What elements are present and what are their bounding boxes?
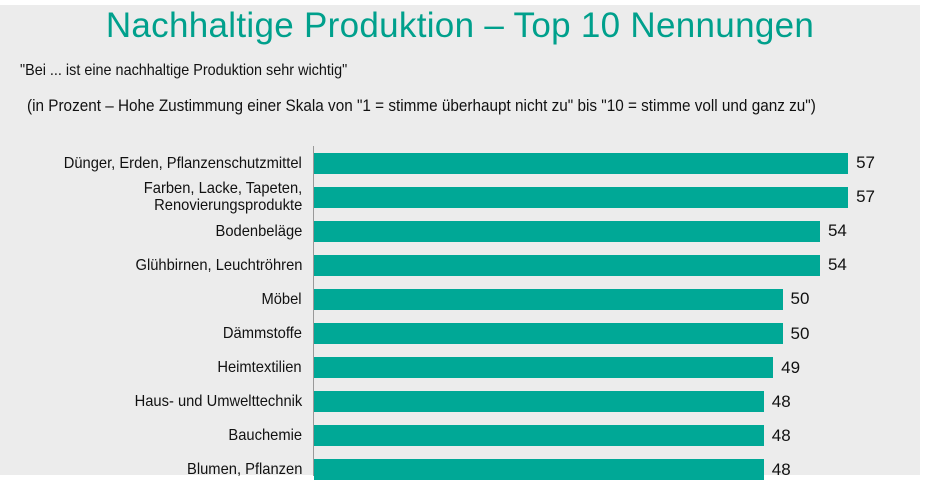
bar [314, 288, 783, 310]
bar [314, 357, 774, 379]
category-label: Dünger, Erden, Pflanzenschutzmittel [63, 154, 302, 172]
chart-subtitle: "Bei ... ist eine nachhaltige Produktion… [20, 62, 348, 79]
bar [314, 459, 764, 480]
category-label: Bauchemie [228, 427, 302, 445]
category-label: Heimtextilien [217, 359, 302, 377]
bar [314, 186, 849, 208]
bar [314, 391, 764, 413]
data-label: 48 [771, 391, 791, 411]
bar [314, 323, 783, 344]
data-label: 57 [856, 153, 875, 172]
bar [314, 152, 849, 174]
data-label: 48 [771, 459, 791, 479]
category-label: Glühbirnen, Leuchtröhren [135, 256, 302, 274]
category-label: Haus- und Umwelttechnik [134, 393, 302, 411]
chart-title: Nachhaltige Produktion – Top 10 Nennunge… [105, 6, 815, 45]
chart-note: (in Prozent – Hohe Zustimmung einer Skal… [27, 96, 816, 115]
bar [314, 220, 820, 242]
bar [314, 254, 820, 276]
bar [314, 425, 764, 447]
category-label: Farben, Lacke, Tapeten, Renovierungsprodu… [143, 180, 302, 215]
data-label: 50 [790, 323, 810, 343]
category-label: Möbel [261, 290, 302, 308]
data-label: 48 [771, 425, 791, 445]
data-label: 50 [790, 289, 810, 309]
data-label: 54 [827, 255, 847, 275]
data-label: 49 [781, 357, 801, 377]
data-label: 54 [827, 221, 847, 241]
category-label: Bodenbeläge [215, 222, 302, 240]
category-label: Blumen, Pflanzen [186, 461, 302, 479]
y-axis-line [313, 146, 314, 476]
data-label: 57 [856, 187, 875, 207]
category-label: Dämmstoffe [222, 325, 302, 342]
